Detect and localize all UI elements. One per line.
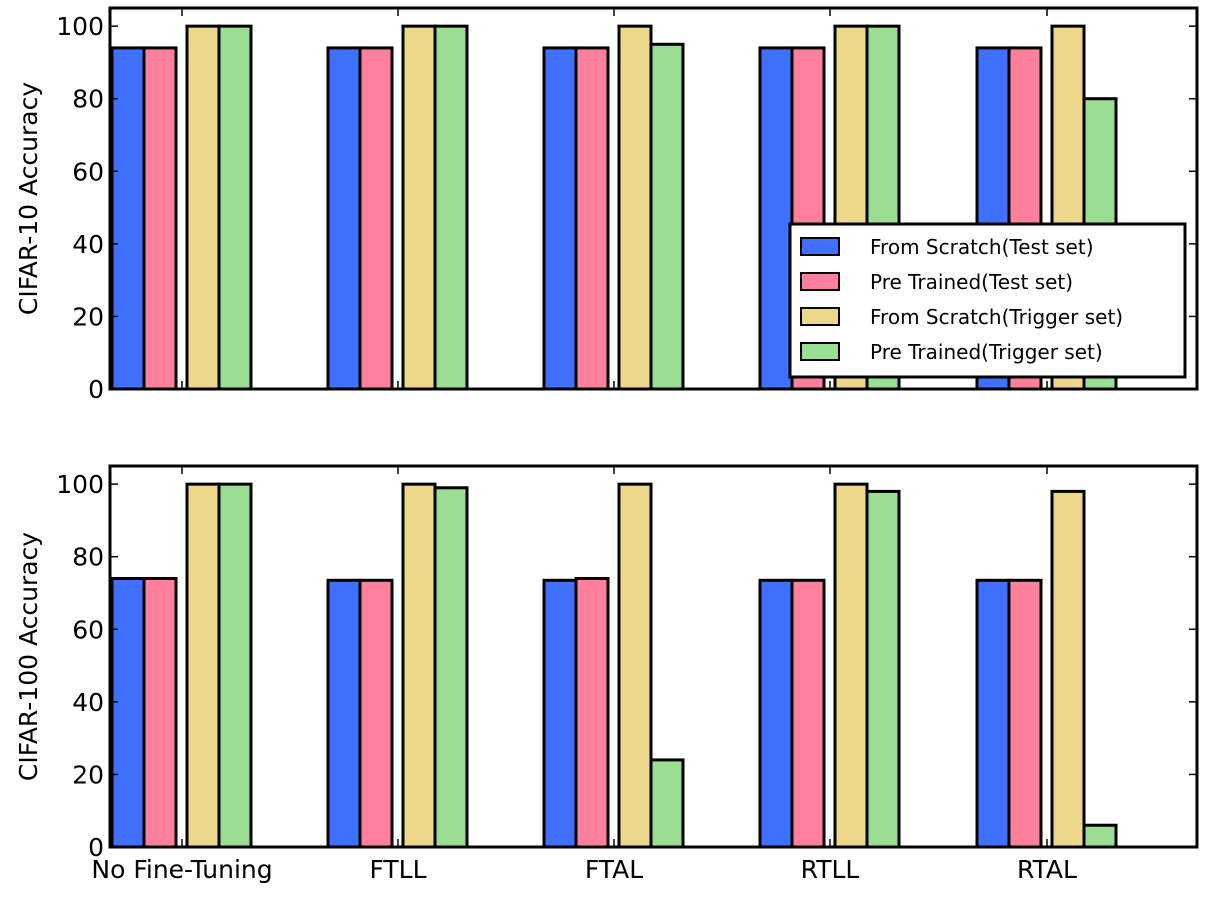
y-tick-label: 60 <box>72 157 104 186</box>
bar-from-scratch-trigger-set-no-fine-tuning <box>185 482 221 849</box>
bar-pre-trained-trigger-set-ftal <box>649 758 685 849</box>
bar-from-scratch-test-set-ftal <box>542 46 578 391</box>
bar-from-scratch-trigger-set-rtal <box>1050 489 1086 849</box>
y-tick-label: 40 <box>72 230 104 259</box>
bar-pre-trained-test-set-rtll <box>790 578 826 849</box>
y-tick-label: 40 <box>72 688 104 717</box>
y-tick-label: 0 <box>88 833 104 862</box>
plot-frame <box>108 464 1199 849</box>
y-tick-label: 60 <box>72 615 104 644</box>
plot-frame <box>108 6 1199 391</box>
chart-panel-1: 0 20 40 60 80 100 CIFAR-10 Accuracy From Scratc… <box>14 6 1199 404</box>
bar-from-scratch-test-set-rtal <box>975 578 1011 849</box>
x-tick-label-rtll: RTLL <box>801 855 860 884</box>
y-tick-label: 0 <box>88 375 104 404</box>
bar-from-scratch-test-set-ftal <box>542 578 578 849</box>
y-tick-label: 80 <box>72 543 104 572</box>
legend-swatch-pre-trained-test-set <box>800 272 840 291</box>
x-tick-label-ftal: FTAL <box>585 855 643 884</box>
bar-pre-trained-test-set-rtal <box>1007 578 1043 849</box>
legend-label-pre-trained-test-set: Pre Trained(Test set) <box>870 270 1073 294</box>
x-tick-label-ftll: FTLL <box>369 855 426 884</box>
bar-from-scratch-test-set-ftll <box>326 46 362 391</box>
bar-from-scratch-trigger-set-ftll <box>401 24 437 391</box>
bar-pre-trained-trigger-set-rtal <box>1082 823 1118 849</box>
legend-label-pre-trained-trigger-set: Pre Trained(Trigger set) <box>870 340 1103 364</box>
legend: From Scratch(Test set) Pre Trained(Test s… <box>788 222 1187 379</box>
bar-pre-trained-test-set-ftal <box>574 46 610 391</box>
bar-pre-trained-trigger-set-no-fine-tuning <box>217 482 253 849</box>
bar-pre-trained-trigger-set-ftll <box>433 24 469 391</box>
bar-from-scratch-trigger-set-no-fine-tuning <box>185 24 221 391</box>
y-tick-label: 100 <box>56 12 104 41</box>
bar-pre-trained-trigger-set-ftal <box>649 42 685 391</box>
y-tick-label: 20 <box>72 302 104 331</box>
bar-from-scratch-test-set-rtll <box>758 578 794 849</box>
legend-label-from-scratch-test-set: From Scratch(Test set) <box>870 235 1094 259</box>
bar-pre-trained-test-set-ftll <box>358 578 394 849</box>
bar-from-scratch-test-set-rtll <box>758 46 794 391</box>
bar-from-scratch-trigger-set-ftll <box>401 482 437 849</box>
bar-pre-trained-test-set-no-fine-tuning <box>142 576 178 849</box>
y-tick-label: 20 <box>72 760 104 789</box>
bar-pre-trained-trigger-set-no-fine-tuning <box>217 24 253 391</box>
y-tick-label: 100 <box>56 470 104 499</box>
bar-from-scratch-trigger-set-ftal <box>617 482 653 849</box>
bar-pre-trained-trigger-set-ftll <box>433 486 469 849</box>
legend-swatch-from-scratch-test-set <box>800 237 840 256</box>
bar-pre-trained-test-set-ftll <box>358 46 394 391</box>
legend-label-from-scratch-trigger-set: From Scratch(Trigger set) <box>870 305 1123 329</box>
y-axis-label: CIFAR-10 Accuracy <box>14 82 43 315</box>
bar-pre-trained-test-set-ftal <box>574 576 610 849</box>
bar-from-scratch-test-set-ftll <box>326 578 362 849</box>
y-axis-label: CIFAR-100 Accuracy <box>14 532 43 781</box>
x-tick-label-no-fine-tuning: No Fine-Tuning <box>91 855 272 884</box>
y-tick-label: 80 <box>72 85 104 114</box>
bar-pre-trained-test-set-no-fine-tuning <box>142 46 178 391</box>
legend-box <box>788 222 1187 379</box>
bar-pre-trained-trigger-set-rtll <box>865 489 901 849</box>
bar-from-scratch-trigger-set-rtll <box>833 482 869 849</box>
x-tick-label-rtal: RTAL <box>1017 855 1077 884</box>
bar-from-scratch-test-set-no-fine-tuning <box>110 576 146 849</box>
legend-swatch-from-scratch-trigger-set <box>800 307 840 326</box>
legend-swatch-pre-trained-trigger-set <box>800 342 840 361</box>
bar-from-scratch-trigger-set-ftal <box>617 24 653 391</box>
chart-panel-2: 0 20 40 60 80 100 No Fine-Tuning FTLL FTAL RTLL RT… <box>14 464 1199 884</box>
